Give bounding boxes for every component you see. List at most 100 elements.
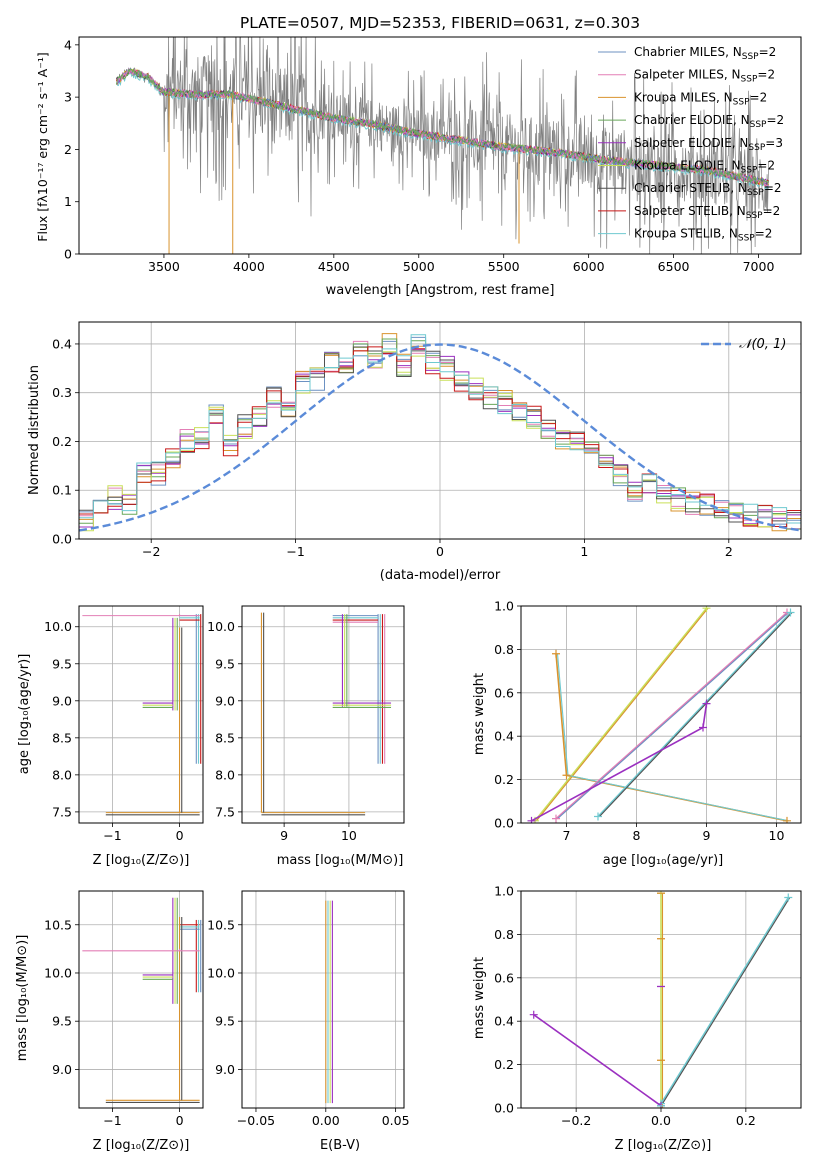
age-Z-ytick-label: 10.0 — [44, 619, 72, 634]
residual-xtick-label: 0 — [436, 544, 444, 559]
weight-age-ytick-label: 0.8 — [494, 642, 514, 657]
residual-xtick-label: −1 — [286, 544, 304, 559]
weight-age-point-marker — [527, 816, 536, 823]
mass-Z-plot: −1 0 9.0 9.5 10.0 10.5 — [44, 890, 204, 1128]
spectrum-legend-entry: Kroupa ELODIE, NSSP=2 — [634, 159, 775, 176]
age-Z-ytick-label: 8.0 — [52, 767, 72, 782]
mass-ebv-data-layer — [325, 900, 333, 1104]
spectrum-model-line — [115, 67, 770, 187]
mass-ebv-ytick-label: 9.5 — [215, 1014, 235, 1029]
weight-age-series-line — [536, 607, 709, 822]
spectrum-data-layer — [115, 37, 770, 254]
age-Z-xlabel: Z [log₁₀(Z/Z⊙)] — [93, 853, 190, 868]
spectrum-frame — [78, 36, 802, 255]
residual-xtick-label: −2 — [142, 544, 160, 559]
weight-age-xtick-label: 10 — [769, 828, 785, 843]
mass-Z-ylabel: mass [log₁₀(M/M⊙)] — [15, 935, 30, 1062]
mass-ebv-frame — [241, 890, 405, 1109]
mass-Z-ytick-label: 10.5 — [44, 917, 72, 932]
age-Z-panel: −1 0 7.5 8.0 8.5 9.0 9.5 10.0 Z [log₁₀(Z/Z⊙)] a… — [17, 605, 204, 868]
weight-age-point-marker — [702, 606, 711, 613]
residual-data-layer — [79, 333, 801, 532]
weight-age-xtick-label: 7 — [563, 828, 571, 843]
spectrum-xlabel: wavelength [Angstrom, rest frame] — [326, 283, 555, 298]
residual-ytick-label: 0.3 — [52, 385, 72, 400]
residual-plot: −2 −1 0 1 2 0.0 0.1 0.2 0.3 0.4 𝒩(0, 1) — [52, 321, 802, 559]
residual-panel: −2 −1 0 1 2 0.0 0.1 0.2 0.3 0.4 𝒩(0, 1) (data-mode… — [27, 321, 802, 583]
residual-ytick-label: 0.4 — [52, 336, 72, 351]
spectrum-xtick-label: 4000 — [233, 259, 265, 274]
spectrum-xtick-label: 6000 — [573, 259, 605, 274]
age-Z-ytick-label: 7.5 — [52, 804, 72, 819]
residual-xtick-label: 2 — [725, 544, 733, 559]
spectrum-xtick-label: 7000 — [743, 259, 775, 274]
age-mass-xtick-label: 9 — [280, 828, 288, 843]
spectrum-ytick-label: 4 — [64, 37, 72, 52]
mass-ebv-ytick-label: 10.0 — [207, 965, 235, 980]
mass-ebv-plot: −0.05 0.00 0.05 9.0 9.5 10.0 10.5 — [207, 890, 410, 1128]
weight-Z-series-line — [660, 897, 789, 1105]
age-Z-ytick-label: 9.5 — [52, 656, 72, 671]
weight-Z-ytick-label: 0.8 — [494, 927, 514, 942]
spectrum-panel: 3500 4000 4500 5000 5500 6000 6500 7000 0 1 2 3 4 Ch… — [35, 36, 802, 298]
mass-ebv-xtick-label: −0.05 — [237, 1113, 275, 1128]
weight-age-point-marker — [594, 812, 602, 821]
residual-ylabel: Normed distribution — [27, 365, 42, 495]
age-Z-frame — [78, 605, 204, 824]
age-mass-ytick-label: 8.5 — [215, 730, 235, 745]
spectrum-ytick-label: 3 — [64, 90, 72, 105]
weight-Z-xtick-label: −0.2 — [561, 1113, 591, 1128]
weight-Z-ytick-label: 1.0 — [494, 884, 514, 899]
residual-ytick-label: 0.0 — [52, 532, 72, 547]
weight-Z-ytick-label: 0.6 — [494, 970, 514, 985]
residual-histogram-series — [79, 334, 801, 524]
mass-ebv-panel: −0.05 0.00 0.05 9.0 9.5 10.0 10.5 E(B-V) — [207, 890, 410, 1153]
residual-xlabel: (data-model)/error — [380, 568, 501, 583]
age-Z-ytick-label: 8.5 — [52, 730, 72, 745]
age-mass-data-layer — [260, 612, 392, 816]
weight-age-series-line — [555, 653, 788, 822]
spectrum-xtick-label: 4500 — [318, 259, 350, 274]
spectrum-plot: 3500 4000 4500 5000 5500 6000 6500 7000 0 1 2 3 4 — [64, 36, 802, 274]
weight-age-plot: 7 8 9 10 0.0 0.2 0.4 0.6 0.8 1.0 — [494, 599, 802, 843]
weight-age-series-line — [534, 607, 708, 822]
mass-ebv-ytick-label: 9.0 — [215, 1062, 235, 1077]
age-Z-xtick-label: 0 — [176, 828, 184, 843]
mass-Z-ytick-label: 9.5 — [52, 1014, 72, 1029]
residual-normal-curve — [79, 343, 801, 532]
weight-age-point-marker — [562, 771, 571, 780]
weight-Z-ytick-label: 0.2 — [494, 1057, 514, 1072]
weight-age-series-line — [599, 612, 793, 817]
weight-age-series-line — [597, 611, 792, 818]
mass-ebv-xtick-label: 0.05 — [382, 1113, 410, 1128]
mass-Z-xlabel: Z [log₁₀(Z/Z⊙)] — [93, 1138, 190, 1153]
weight-Z-xtick-label: 0.0 — [651, 1113, 671, 1128]
weight-Z-ytick-label: 0.4 — [494, 1014, 514, 1029]
weight-Z-plot: −0.2 0.0 0.2 0.0 0.2 0.4 0.6 0.8 1.0 — [494, 884, 802, 1128]
residual-ytick-label: 0.1 — [52, 483, 72, 498]
spectrum-ytick-label: 1 — [64, 194, 72, 209]
weight-age-xlabel: age [log₁₀(age/yr)] — [603, 853, 724, 868]
spectrum-legend-entry: Salpeter MILES, NSSP=2 — [634, 68, 775, 85]
age-mass-plot: 9 10 7.5 8.0 8.5 9.0 9.5 10.0 — [207, 605, 405, 843]
weight-age-ytick-label: 0.4 — [494, 729, 514, 744]
spectrum-legend-entry: Chabrier ELODIE, NSSP=2 — [634, 113, 784, 130]
weight-age-ylabel: mass weight — [472, 673, 487, 755]
figure-title: PLATE=0507, MJD=52353, FIBERID=0631, z=0… — [240, 14, 640, 32]
weight-age-point-marker — [786, 608, 795, 617]
mass-Z-data-layer — [82, 897, 202, 1104]
weight-Z-frame — [520, 890, 802, 1109]
weight-age-xtick-label: 9 — [703, 828, 711, 843]
age-mass-panel: 9 10 7.5 8.0 8.5 9.0 9.5 10.0 mass [log₁₀(M/M⊙)… — [207, 605, 405, 868]
weight-Z-xtick-label: 0.2 — [736, 1113, 756, 1128]
spectrum-ylabel: Flux [fλ10⁻¹⁷ erg cm⁻² s⁻¹ A⁻¹] — [35, 52, 50, 241]
spectrum-legend-entry: Chabrier MILES, NSSP=2 — [634, 45, 776, 62]
age-mass-ytick-label: 8.0 — [215, 767, 235, 782]
age-mass-ytick-label: 9.5 — [215, 656, 235, 671]
weight-Z-ylabel: mass weight — [472, 957, 487, 1039]
spectrum-legend: Chabrier MILES, NSSP=2 Salpeter MILES, NS… — [598, 45, 784, 244]
weight-age-data-layer — [527, 606, 795, 823]
weight-age-frame — [520, 605, 802, 824]
mass-ebv-ytick-label: 10.5 — [207, 917, 235, 932]
